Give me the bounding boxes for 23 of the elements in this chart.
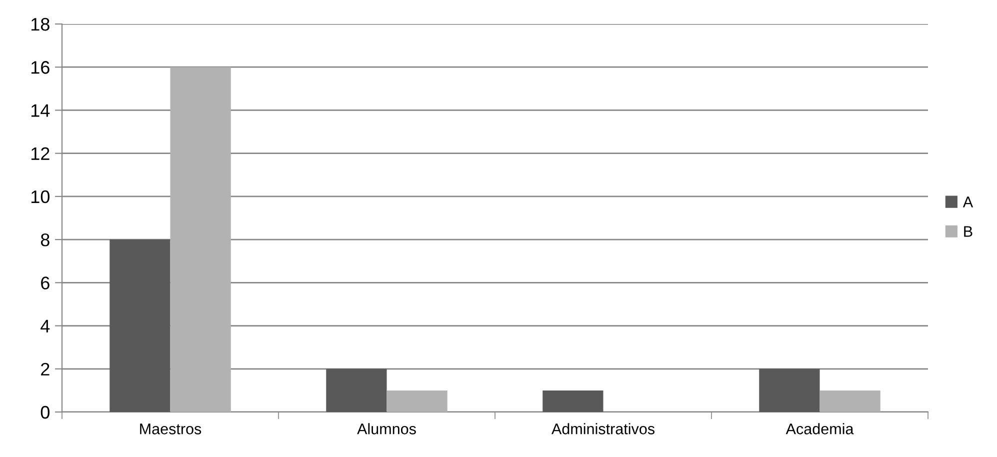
y-tick-label: 4 [40, 320, 50, 332]
y-tick-label: 10 [31, 190, 50, 204]
x-tick-label: Academia [786, 423, 854, 434]
y-tick-label: 18 [31, 18, 50, 31]
legend-label: B [964, 226, 972, 237]
legend-label: A [962, 196, 974, 208]
y-tick-label: 2 [41, 362, 50, 376]
y-tick-label: 8 [40, 233, 50, 246]
bar [386, 390, 448, 412]
bar [326, 368, 387, 412]
x-tick-label: Alumnos [357, 423, 416, 434]
y-tick-label: 12 [31, 147, 50, 160]
x-tick-label: Administrativos [551, 423, 654, 434]
bar [820, 390, 880, 412]
y-tick-label: 0 [40, 406, 50, 419]
bar [759, 368, 820, 412]
x-tick-label: Maestros [140, 424, 202, 434]
bar [110, 240, 170, 412]
bar [542, 390, 604, 412]
bar [170, 67, 231, 412]
y-tick-label: 16 [31, 61, 50, 74]
y-tick-label: 6 [41, 276, 50, 290]
y-tick-label: 14 [31, 104, 50, 117]
